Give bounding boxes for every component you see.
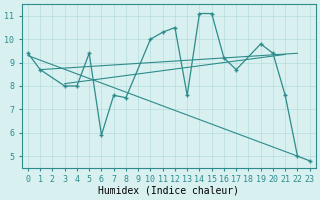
X-axis label: Humidex (Indice chaleur): Humidex (Indice chaleur): [98, 186, 239, 196]
